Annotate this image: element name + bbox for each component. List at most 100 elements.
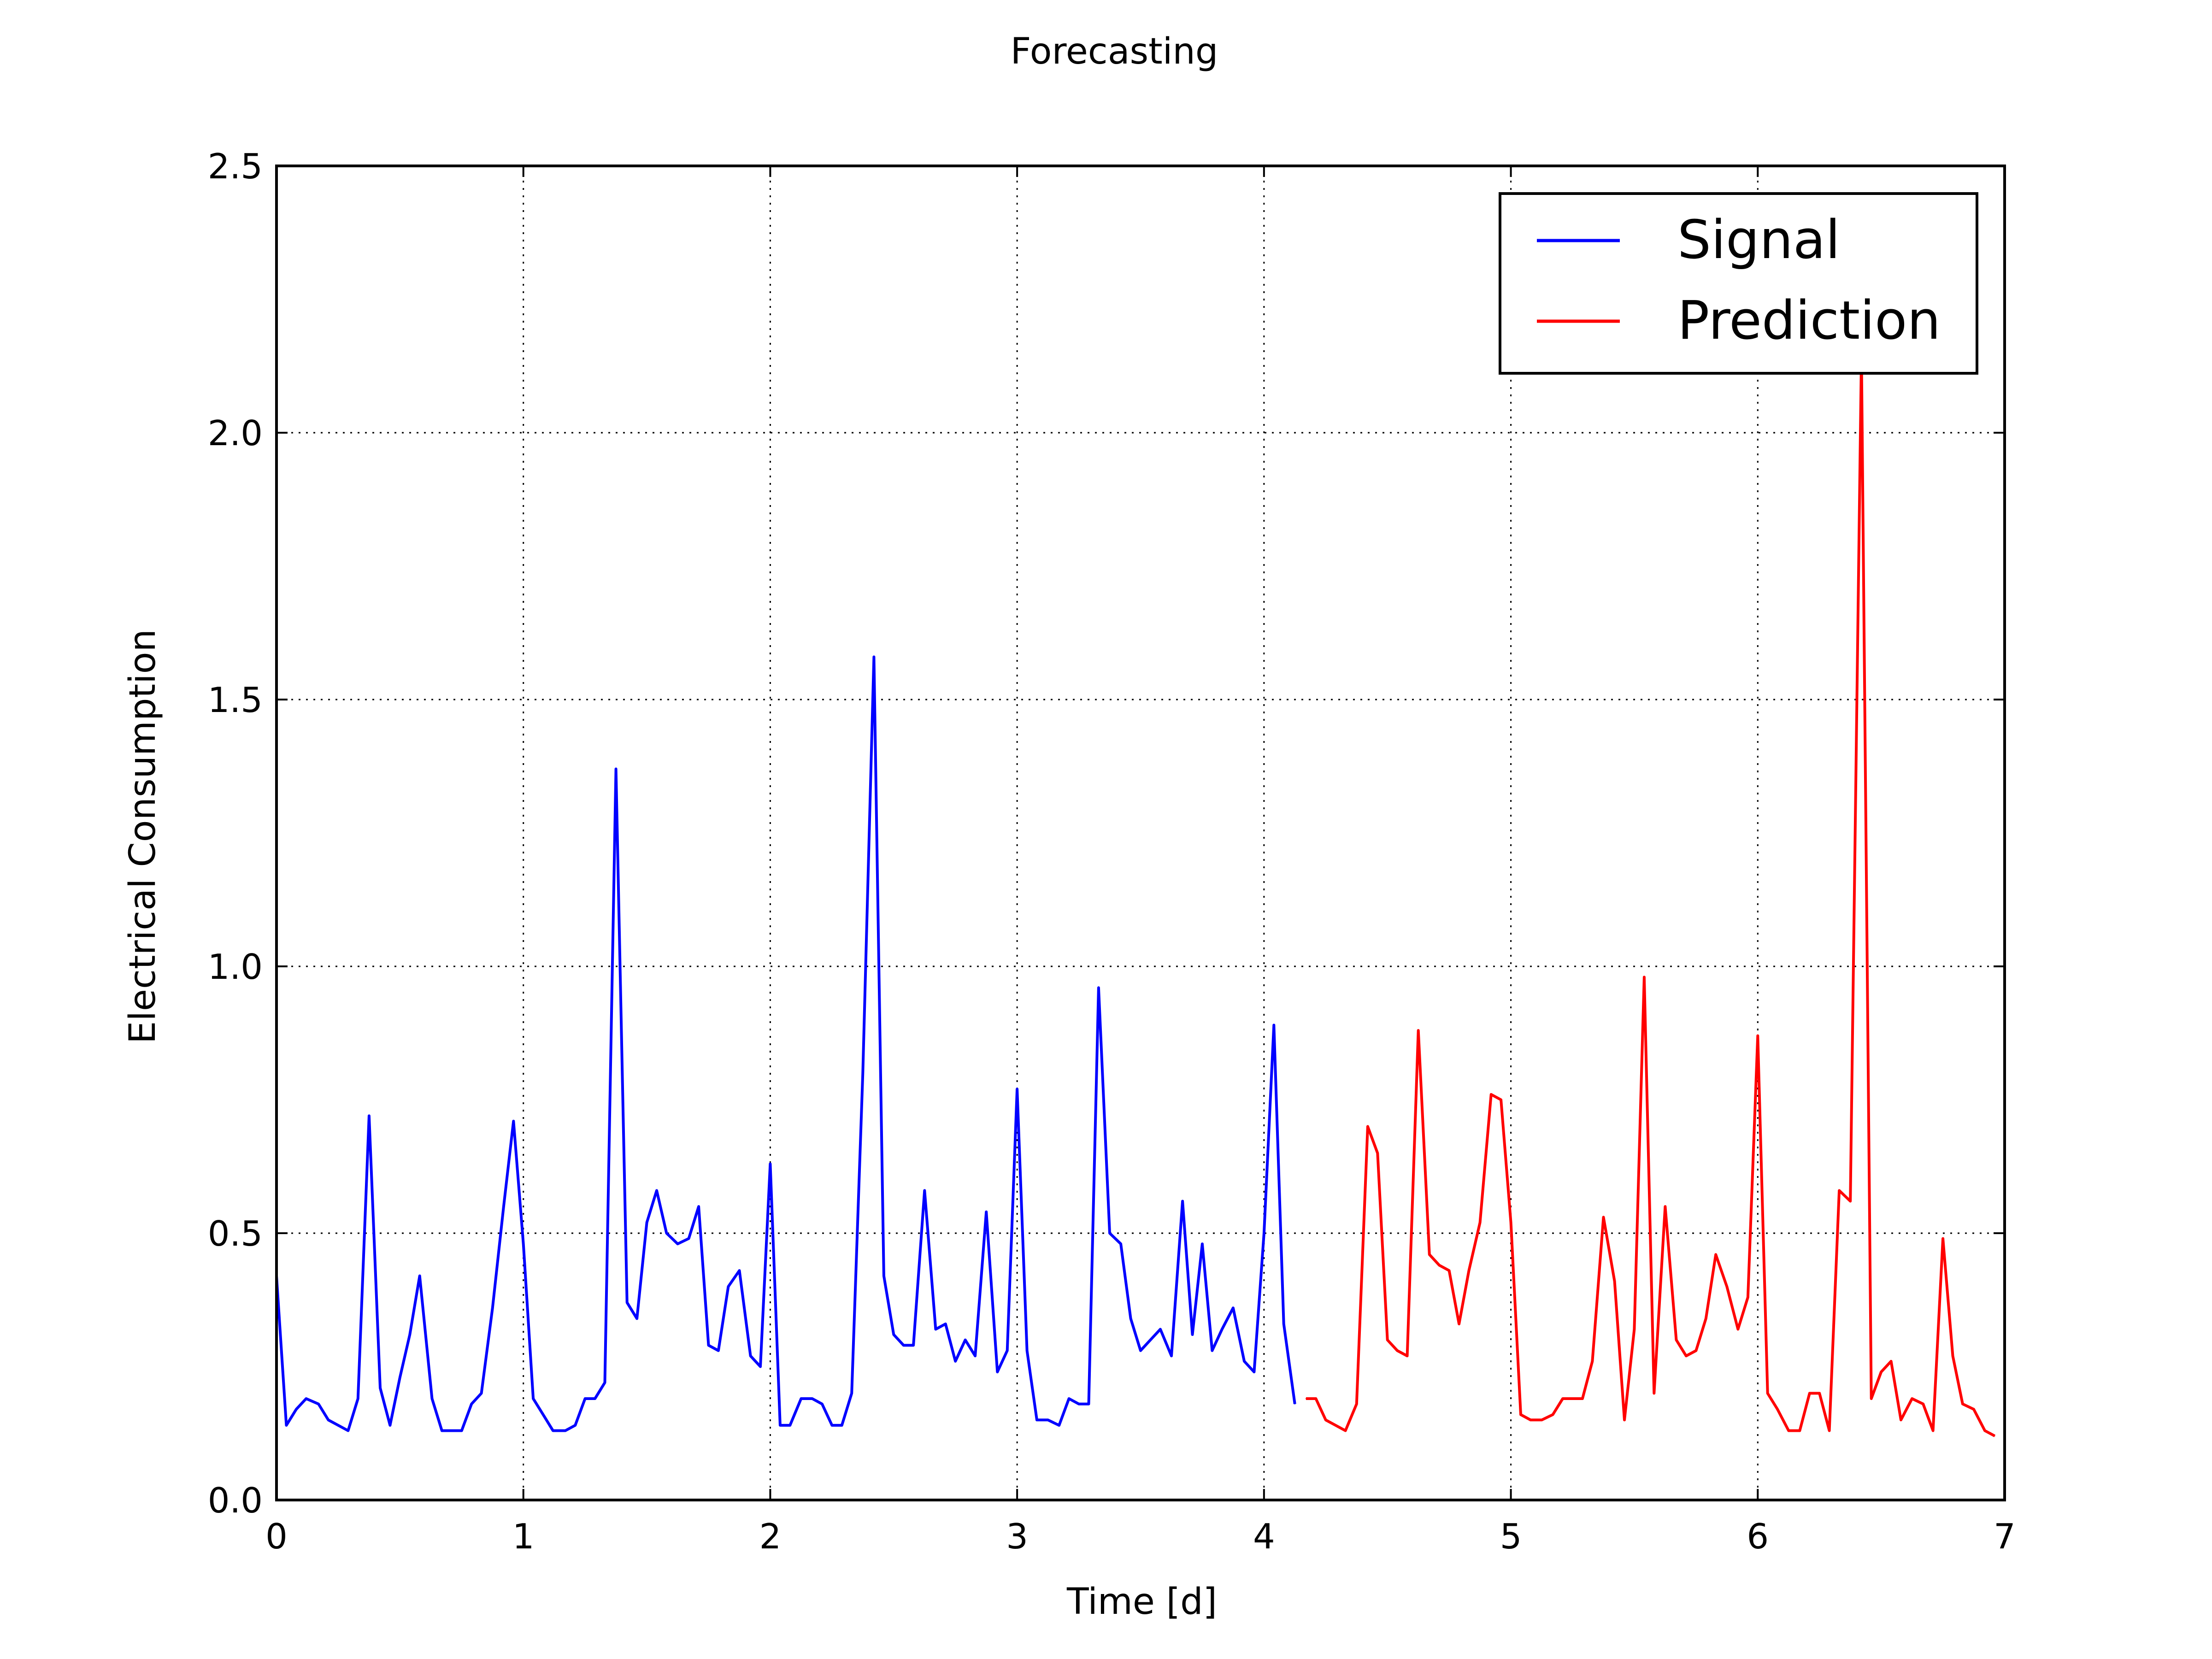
prediction-data-point <box>1397 1350 1398 1351</box>
y-tick-label: 2.0 <box>208 413 263 453</box>
signal-data-point <box>451 1430 453 1431</box>
signal-data-point <box>1109 1233 1110 1234</box>
prediction-data-point <box>1809 1393 1810 1394</box>
prediction-series-line <box>1306 351 1996 1437</box>
signal-data-point <box>997 1371 998 1373</box>
signal-data-point <box>1294 1403 1295 1405</box>
prediction-data-point <box>1942 1238 1944 1239</box>
prediction-data-point <box>1520 1414 1521 1415</box>
signal-series-line <box>275 655 1296 1432</box>
signal-data-point <box>903 1345 904 1346</box>
signal-data-point <box>626 1302 628 1303</box>
signal-data-point <box>760 1366 761 1367</box>
signal-data-point <box>831 1424 833 1426</box>
signal-data-point <box>666 1233 667 1234</box>
signal-data-point <box>1017 1088 1018 1090</box>
axis-ticks: 0 1 2 3 4 5 6 7 0.0 0.5 1.0 1.5 2.0 2.5 <box>208 146 2016 1557</box>
signal-data-point <box>1159 1329 1161 1330</box>
signal-data-point <box>441 1430 442 1431</box>
signal-data-point <box>1098 987 1099 988</box>
signal-data-point <box>728 1286 729 1287</box>
signal-data-point <box>1068 1398 1070 1399</box>
signal-data-point <box>347 1430 349 1431</box>
signal-data-point <box>789 1424 791 1426</box>
signal-data-point <box>1006 1350 1008 1351</box>
signal-data-point <box>594 1398 596 1399</box>
prediction-data-point <box>1448 1270 1450 1271</box>
signal-data-point <box>718 1350 719 1351</box>
prediction-data-point <box>1788 1430 1789 1431</box>
prediction-data-point <box>1994 1435 1995 1436</box>
signal-data-point <box>286 1424 287 1426</box>
signal-data-point <box>565 1430 566 1431</box>
signal-data-point <box>295 1409 297 1410</box>
signal-data-point <box>1182 1200 1183 1202</box>
prediction-data-point <box>1624 1419 1625 1421</box>
signal-data-point <box>750 1355 751 1357</box>
signal-data-point <box>513 1120 514 1122</box>
x-tick-label: 7 <box>1994 1516 2016 1557</box>
signal-data-point <box>461 1430 462 1431</box>
signal-data-point <box>975 1355 976 1357</box>
x-tick-label: 2 <box>759 1516 782 1557</box>
prediction-data-point <box>1614 1281 1615 1282</box>
signal-data-point <box>1140 1350 1141 1351</box>
signal-data-point <box>862 1072 864 1074</box>
signal-data-point <box>1273 1024 1275 1026</box>
prediction-data-point <box>1890 1360 1892 1362</box>
signal-data-point <box>812 1398 813 1399</box>
signal-data-point <box>389 1424 391 1426</box>
prediction-data-point <box>1315 1398 1317 1399</box>
signal-data-point <box>1130 1318 1131 1319</box>
x-tick-label: 6 <box>1747 1516 1769 1557</box>
prediction-data-point <box>1562 1398 1564 1399</box>
prediction-data-point <box>1572 1398 1573 1399</box>
prediction-data-point <box>1900 1419 1901 1421</box>
prediction-data-point <box>1479 1222 1481 1223</box>
prediction-data-point <box>1490 1094 1492 1095</box>
prediction-data-point <box>1367 1126 1368 1127</box>
signal-data-point <box>1036 1419 1037 1421</box>
plot-frame <box>275 165 2006 1501</box>
prediction-data-point <box>1510 1222 1512 1223</box>
prediction-data-point <box>1541 1419 1542 1421</box>
prediction-data-point <box>1962 1403 1963 1405</box>
prediction-data-point <box>1850 1200 1851 1202</box>
prediction-data-point <box>1530 1419 1531 1421</box>
signal-data-point <box>575 1424 576 1426</box>
signal-data-point <box>739 1270 740 1271</box>
signal-data-point <box>318 1403 319 1405</box>
signal-data-point <box>431 1398 433 1399</box>
signal-data-point <box>492 1307 493 1309</box>
prediction-data-point <box>1418 1030 1419 1031</box>
signal-data-point <box>935 1329 936 1330</box>
prediction-data-point <box>1406 1355 1408 1357</box>
prediction-data-point <box>1799 1430 1800 1431</box>
signal-data-point <box>800 1398 802 1399</box>
prediction-data-point <box>1881 1371 1882 1373</box>
x-tick-label: 3 <box>1006 1516 1028 1557</box>
signal-data-point <box>851 1393 853 1394</box>
signal-data-point <box>533 1398 534 1399</box>
signal-data-point <box>481 1393 482 1394</box>
signal-data-point <box>1253 1371 1255 1373</box>
x-tick-label: 4 <box>1253 1516 1275 1557</box>
signal-data-point <box>841 1424 842 1426</box>
signal-data-point <box>328 1419 329 1421</box>
signal-data-point <box>368 1115 370 1117</box>
y-tick-label: 0.0 <box>208 1480 263 1521</box>
signal-data-point <box>1120 1243 1122 1245</box>
x-tick-label: 1 <box>512 1516 535 1557</box>
signal-data-point <box>1150 1339 1151 1341</box>
prediction-data-point <box>1695 1350 1697 1351</box>
signal-data-point <box>419 1275 420 1277</box>
prediction-data-point <box>1439 1265 1440 1266</box>
signal-data-point <box>604 1382 606 1383</box>
prediction-data-point <box>1829 1430 1830 1431</box>
x-axis-label: Time [d] <box>1066 1581 1217 1623</box>
signal-data-point <box>708 1345 709 1346</box>
prediction-data-point <box>1726 1286 1728 1287</box>
signal-data-point <box>636 1318 638 1319</box>
signal-data-point <box>965 1339 966 1341</box>
